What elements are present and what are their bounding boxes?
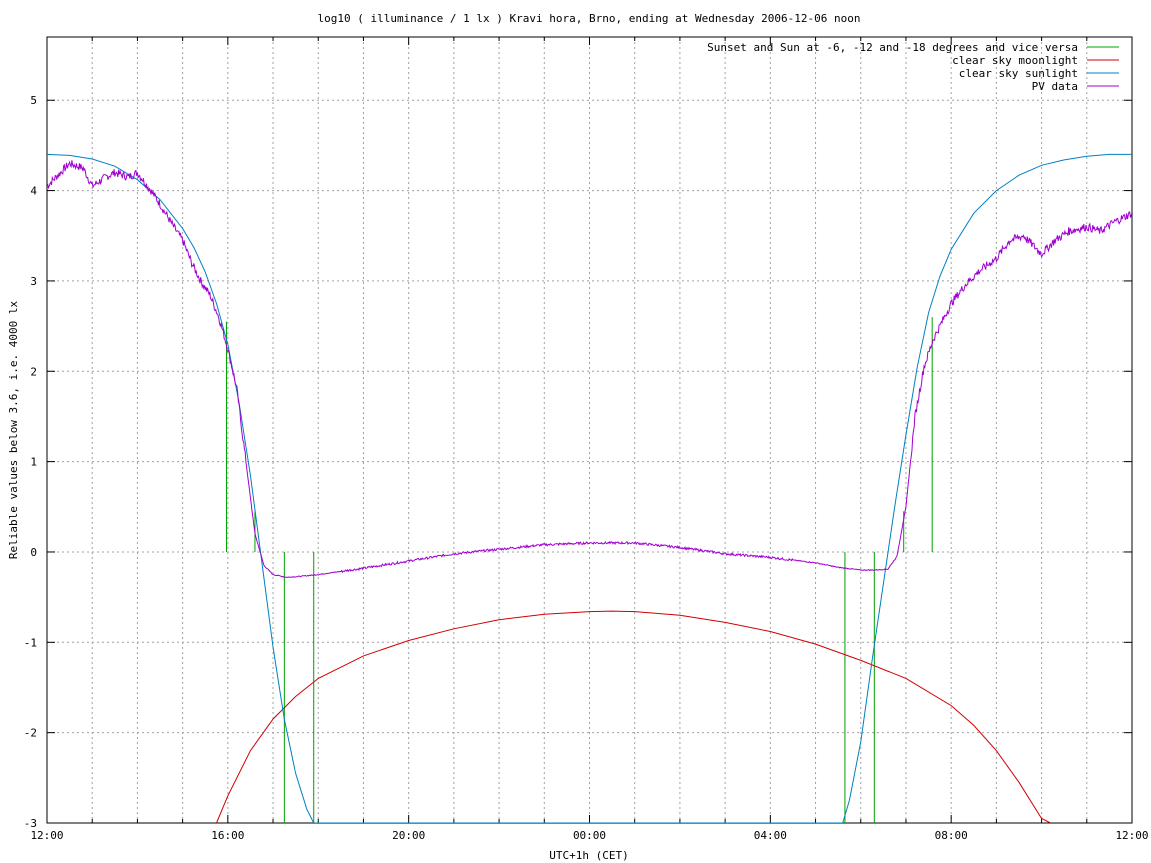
x-tick-label: 04:00 [754,829,787,842]
x-axis-ticks: 12:00 16:00 20:00 00:00 04:00 08:00 12:00 [30,37,1149,842]
sunlight-series [47,153,1132,823]
y-axis-ticks: -3 -2 -1 0 1 2 3 4 5 [24,94,1132,830]
legend-label: PV data [1032,80,1078,93]
y-tick-label: -2 [24,727,37,740]
chart-title: log10 ( illuminance / 1 lx ) Kravi hora,… [317,12,860,25]
x-tick-label: 08:00 [935,829,968,842]
x-tick-label: 12:00 [1115,829,1148,842]
x-axis-label: UTC+1h (CET) [549,849,628,862]
legend-label: clear sky sunlight [959,67,1078,80]
grid [47,37,1132,823]
legend: Sunset and Sun at -6, -12 and -18 degree… [707,41,1119,93]
legend-label: Sunset and Sun at -6, -12 and -18 degree… [707,41,1078,54]
y-tick-label: 3 [30,275,37,288]
moonlight-series [216,610,1051,823]
y-tick-label: 2 [30,365,37,378]
x-tick-label: 00:00 [573,829,606,842]
y-tick-label: -3 [24,817,37,830]
legend-label: clear sky moonlight [952,54,1078,67]
y-tick-label: 1 [30,456,37,469]
y-tick-label: -1 [24,636,37,649]
pv-data-series [47,160,1132,579]
series-layer [47,153,1132,823]
y-tick-label: 0 [30,546,37,559]
y-axis-label: Reliable values below 3.6, i.e. 4000 lx [7,300,20,559]
x-tick-label: 20:00 [392,829,425,842]
x-tick-label: 16:00 [211,829,244,842]
plot-frame [46,36,1133,824]
x-tick-label: 12:00 [30,829,63,842]
y-tick-label: 5 [30,94,37,107]
y-tick-label: 4 [30,185,37,198]
